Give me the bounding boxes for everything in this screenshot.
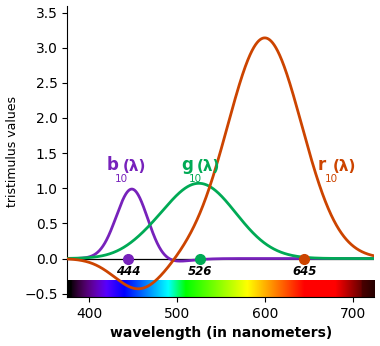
- Text: 10: 10: [189, 174, 203, 184]
- Text: (λ): (λ): [123, 159, 146, 174]
- Text: 645: 645: [292, 265, 317, 278]
- Text: (λ): (λ): [197, 159, 220, 174]
- Text: (λ): (λ): [333, 159, 356, 174]
- Text: b: b: [107, 156, 119, 174]
- Text: 444: 444: [116, 265, 140, 278]
- Text: 10: 10: [115, 174, 128, 184]
- Text: 526: 526: [188, 265, 212, 278]
- Text: 10: 10: [325, 174, 339, 184]
- Text: g: g: [181, 156, 193, 174]
- Text: r: r: [317, 156, 326, 174]
- Y-axis label: tristimulus values: tristimulus values: [6, 96, 19, 207]
- X-axis label: wavelength (in nanometers): wavelength (in nanometers): [110, 326, 332, 340]
